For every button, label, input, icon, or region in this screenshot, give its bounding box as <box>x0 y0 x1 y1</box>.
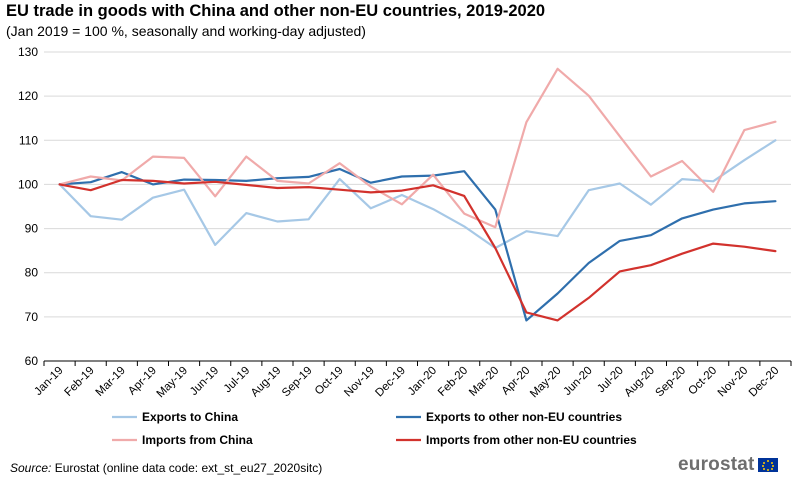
series-line <box>58 167 777 322</box>
x-tick-label: Oct-20 <box>686 365 719 398</box>
grid-lines <box>44 51 791 362</box>
x-tick-label: Jun-20 <box>561 365 594 398</box>
source-label: Source: <box>10 461 52 475</box>
y-tick-label: 110 <box>19 133 38 147</box>
x-tick-label: May-20 <box>528 365 564 401</box>
x-tick-label: Mar-19 <box>94 365 128 399</box>
y-tick-label: 100 <box>18 177 38 191</box>
x-tick-label: Nov-19 <box>342 365 377 400</box>
source-text: Eurostat (online data code: ext_st_eu27_… <box>51 461 323 475</box>
x-tick-label: Jan-20 <box>406 365 439 398</box>
y-tick-label: 80 <box>25 266 39 280</box>
x-tick-label: Nov-20 <box>716 365 751 400</box>
source-note: Source: Eurostat (online data code: ext_… <box>10 461 322 475</box>
chart-subtitle: (Jan 2019 = 100 %, seasonally and workin… <box>6 23 366 39</box>
y-tick-label: 90 <box>25 222 39 236</box>
logo-text: eurostat <box>678 454 755 475</box>
eurostat-logo: eurostat <box>678 454 778 476</box>
legend-label: Imports from other non-EU countries <box>426 433 637 447</box>
x-tick-label: Aug-20 <box>622 365 657 400</box>
x-tick-label: Jun-19 <box>188 365 221 398</box>
series-line <box>58 67 777 229</box>
x-tick-label: Dec-19 <box>373 365 408 400</box>
y-tick-label: 60 <box>25 354 39 368</box>
legend-label: Exports to China <box>142 410 238 424</box>
chart-title: EU trade in goods with China and other n… <box>6 2 546 20</box>
y-tick-label: 130 <box>18 45 38 59</box>
legend: Exports to China Exports to other non-EU … <box>112 410 637 447</box>
eu-flag-icon <box>757 458 778 472</box>
x-tick-label: Feb-20 <box>436 365 470 399</box>
x-tick-label: Aug-19 <box>249 365 284 400</box>
y-tick-label: 70 <box>25 310 39 324</box>
series-line <box>58 139 777 250</box>
series-line <box>58 178 777 322</box>
y-axis-tick-labels: 60 70 80 90 100 110 120 130 <box>18 45 38 368</box>
x-tick-label: Jan-19 <box>32 365 65 398</box>
x-tick-label: May-19 <box>155 365 191 401</box>
x-tick-label: Sep-19 <box>280 365 315 400</box>
x-tick-label: Mar-20 <box>467 365 501 399</box>
series-lines <box>58 67 777 322</box>
y-tick-label: 120 <box>18 89 38 103</box>
x-tick-label: Oct-19 <box>313 365 346 398</box>
x-tick-label: Dec-20 <box>747 365 782 400</box>
x-tick-label: Sep-20 <box>653 365 688 400</box>
x-tick-label: Feb-19 <box>63 365 97 399</box>
legend-label: Exports to other non-EU countries <box>426 410 622 424</box>
legend-label: Imports from China <box>142 433 253 447</box>
